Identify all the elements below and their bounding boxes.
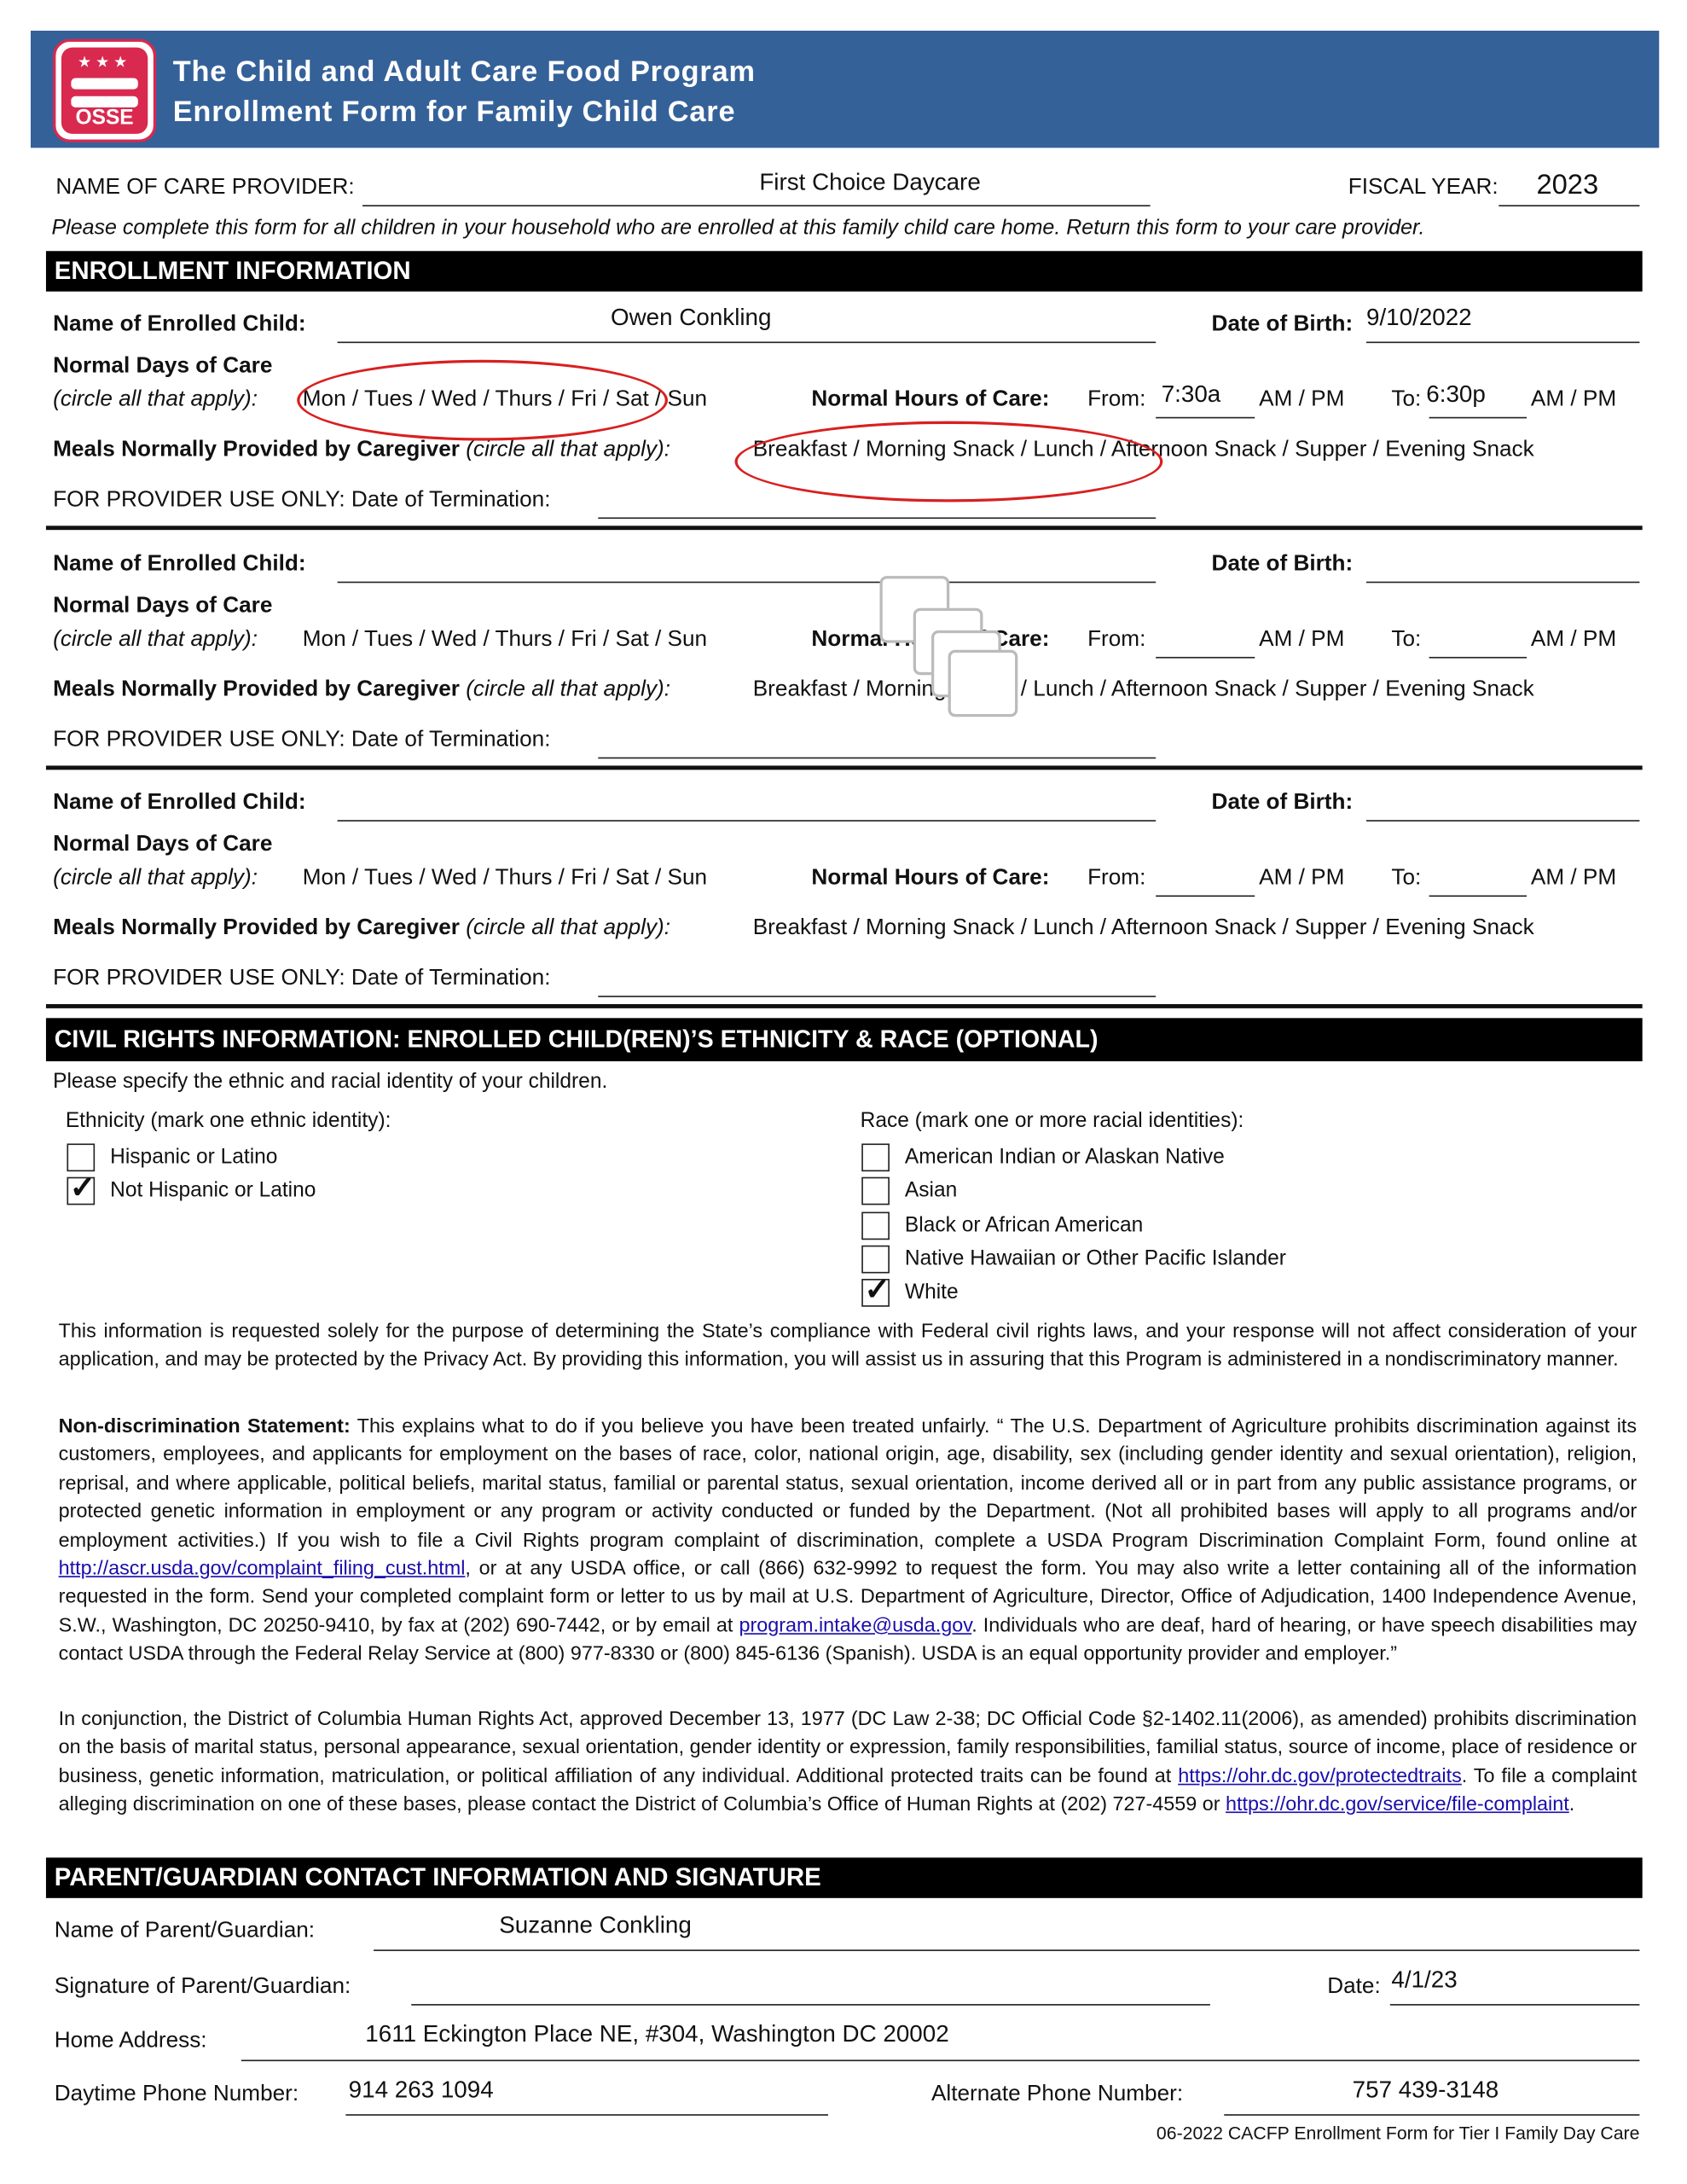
from-label: From: [1087,626,1146,651]
alt-phone-label: Alternate Phone Number: [930,2082,1184,2106]
termination-label: FOR PROVIDER USE ONLY: Date of Terminati… [53,727,551,752]
from-ampm[interactable]: AM / PM [1259,626,1345,651]
section-parent: PARENT/GUARDIAN CONTACT INFORMATION AND … [45,1857,1643,1898]
dob-field[interactable]: 9/10/2022 [1366,304,1472,331]
ethnicity-option-label: Hispanic or Latino [110,1145,278,1169]
termination-label: FOR PROVIDER USE ONLY: Date of Terminati… [53,488,551,512]
circled-meals-mark [734,421,1163,502]
dob-label: Date of Birth: [1211,551,1354,576]
circle-hint: (circle all that apply): [53,866,258,890]
race-option-label: White [904,1280,959,1304]
dob-label: Date of Birth: [1211,312,1354,336]
from-ampm[interactable]: AM / PM [1259,387,1345,412]
hours-label: Normal Hours of Care: [811,387,1050,412]
from-time-field[interactable]: 7:30a [1161,380,1221,408]
ethnicity-option-label: Not Hispanic or Latino [110,1178,316,1203]
parent-name-field[interactable]: Suzanne Conkling [499,1912,692,1939]
phone-label: Daytime Phone Number: [54,2082,299,2106]
phone-field[interactable]: 914 263 1094 [348,2077,494,2104]
date-field[interactable]: 4/1/23 [1391,1966,1458,1993]
file-complaint-link[interactable]: https://ohr.dc.gov/service/file-complain… [1226,1793,1569,1816]
child-name-label: Name of Enrolled Child: [53,312,306,336]
usda-email-link[interactable]: program.intake@usda.gov [739,1614,972,1637]
fiscal-year-label: FISCAL YEAR: [1348,175,1499,200]
from-label: From: [1087,387,1146,412]
termination-label: FOR PROVIDER USE ONLY: Date of Terminati… [53,966,551,990]
form-title-line1: The Child and Adult Care Food Program [172,55,756,88]
osse-logo: ★★★ OSSE [53,38,157,142]
copy-stack-icon [948,649,1018,717]
ethnicity-label: Ethnicity (mark one ethnic identity): [65,1108,391,1133]
race-option-label: Native Hawaiian or Other Pacific Islande… [904,1246,1286,1271]
meals-label: Meals Normally Provided by Caregiver (ci… [53,677,671,701]
divider [45,1003,1643,1008]
signature-label: Signature of Parent/Guardian: [54,1974,351,1999]
child-name-field[interactable]: Owen Conkling [610,304,772,331]
days-options[interactable]: Mon / Tues / Wed / Thurs / Fri / Sat / S… [302,866,708,890]
race-option-label: Asian [904,1178,958,1203]
circled-days-mark [297,359,669,441]
meals-options[interactable]: Breakfast / Morning Snack / Lunch / Afte… [752,677,1534,701]
parent-name-label: Name of Parent/Guardian: [54,1919,316,1943]
to-ampm[interactable]: AM / PM [1530,626,1617,651]
race-checkbox[interactable] [861,1143,890,1172]
meals-label: Meals Normally Provided by Caregiver (ci… [53,438,671,462]
fiscal-year-field[interactable]: 2023 [1536,170,1599,201]
from-label: From: [1087,866,1146,890]
checkmark-icon: ✓ [864,1272,890,1308]
race-option-label: Black or African American [904,1212,1144,1237]
days-options[interactable]: Mon / Tues / Wed / Thurs / Fri / Sat / S… [302,626,708,651]
form-title-line2: Enrollment Form for Family Child Care [172,96,736,129]
race-option-label: American Indian or Alaskan Native [904,1145,1225,1169]
to-label: To: [1391,626,1422,651]
dob-label: Date of Birth: [1211,790,1354,815]
days-label: Normal Days of Care [53,593,273,618]
circle-hint: (circle all that apply): [53,626,258,651]
privacy-paragraph: This information is requested solely for… [58,1321,1638,1372]
child-name-label: Name of Enrolled Child: [53,790,306,815]
ethnicity-checkbox[interactable]: ✓ [67,1170,96,1205]
race-checkbox[interactable]: ✓ [861,1272,890,1308]
to-ampm[interactable]: AM / PM [1530,866,1617,890]
divider [45,526,1643,531]
checkmark-icon: ✓ [69,1170,96,1205]
to-label: To: [1391,866,1422,890]
to-time-field[interactable]: 6:30p [1426,380,1486,408]
address-label: Home Address: [54,2029,207,2053]
protected-traits-link[interactable]: https://ohr.dc.gov/protectedtraits [1178,1765,1462,1788]
civil-rights-intro: Please specify the ethnic and racial ide… [53,1069,608,1094]
race-checkbox[interactable] [861,1211,890,1240]
meals-options[interactable]: Breakfast / Morning Snack / Lunch / Afte… [752,915,1534,940]
circle-hint: (circle all that apply): [53,387,258,412]
days-label: Normal Days of Care [53,832,273,857]
to-label: To: [1391,387,1422,412]
instruction-text: Please complete this form for all childr… [51,216,1425,241]
days-label: Normal Days of Care [53,354,273,379]
section-enrollment: ENROLLMENT INFORMATION [45,251,1643,292]
section-civil-rights: CIVIL RIGHTS INFORMATION: ENROLLED CHILD… [45,1018,1643,1062]
provider-label: NAME OF CARE PROVIDER: [55,175,355,200]
ethnicity-checkbox[interactable] [67,1143,96,1172]
race-checkbox[interactable] [861,1245,890,1274]
divider [45,764,1643,770]
hours-label: Normal Hours of Care: [811,866,1050,890]
dc-human-rights-paragraph: In conjunction, the District of Columbia… [58,1708,1638,1816]
alt-phone-field[interactable]: 757 439-3148 [1352,2077,1499,2104]
provider-field[interactable]: First Choice Daycare [759,168,981,195]
usda-complaint-link[interactable]: http://ascr.usda.gov/complaint_filing_cu… [58,1558,466,1581]
header-banner [30,30,1660,148]
race-label: Race (mark one or more racial identities… [860,1108,1244,1133]
from-ampm[interactable]: AM / PM [1259,866,1345,890]
child-name-label: Name of Enrolled Child: [53,551,306,576]
address-field[interactable]: 1611 Eckington Place NE, #304, Washingto… [365,2020,949,2048]
date-label: Date: [1327,1974,1381,1999]
race-checkbox[interactable] [861,1177,890,1205]
meals-label: Meals Normally Provided by Caregiver (ci… [53,915,671,940]
to-ampm[interactable]: AM / PM [1530,387,1617,412]
footer-text: 06-2022 CACFP Enrollment Form for Tier I… [1156,2123,1640,2144]
nondiscrimination-paragraph: Non-discrimination Statement: This expla… [58,1415,1638,1666]
